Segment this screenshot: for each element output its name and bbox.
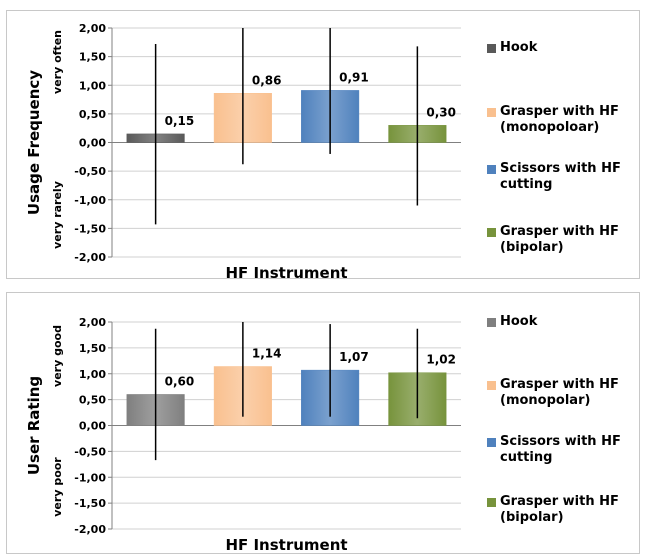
y-tick-label: -1,00	[74, 471, 106, 484]
y-tick-label: -0,50	[74, 165, 106, 178]
data-label: 0,60	[165, 374, 195, 388]
y-top-note: very good	[51, 325, 64, 387]
legend-label: Scissors with HF cutting	[500, 434, 621, 465]
y-tick-label: 1,00	[79, 368, 106, 381]
y-tick-label: -1,00	[74, 194, 106, 207]
data-label: 0,91	[339, 70, 369, 84]
y-tick-label: -1,50	[74, 222, 106, 235]
y-tick-label: 1,50	[79, 51, 106, 64]
legend-swatch	[487, 381, 496, 390]
y-bottom-note: very poor	[51, 457, 64, 517]
legend-label: Hook	[500, 314, 538, 329]
data-label: 1,14	[252, 347, 282, 361]
legend-swatch	[487, 165, 496, 174]
legend-label: Grasper with HF (bipolar)	[500, 494, 619, 525]
legend-swatch	[487, 318, 496, 327]
y-tick-label: 0,00	[79, 420, 106, 433]
legend-swatch	[487, 108, 496, 117]
data-label: 1,02	[426, 353, 456, 367]
user-rating-chart: 2,00 1,50 1,00 0,50 0,00 -0,50 -1,00 -1,50 -2,00…	[25, 316, 461, 554]
y-bottom-note: very rarely	[51, 181, 64, 249]
y-tick-label: 0,00	[79, 137, 106, 150]
legend-label: Grasper with HF (monopolar)	[500, 377, 619, 408]
legend-swatch	[487, 228, 496, 237]
data-label: 0,86	[252, 73, 282, 87]
y-top-note: very often	[51, 30, 64, 94]
y-tick-label: 2,00	[79, 22, 106, 35]
y-tick-label: 1,50	[79, 342, 106, 355]
legend-label: Grasper with HF (bipolar)	[500, 224, 619, 255]
y-tick-label: -2,00	[74, 251, 106, 264]
legend-label: Scissors with HF cutting	[500, 161, 621, 192]
legend-label: Grasper with HF (monopoloar)	[500, 104, 619, 135]
data-label: 1,07	[339, 350, 369, 364]
y-tick-label: 1,00	[79, 79, 106, 92]
x-axis-title: HF Instrument	[225, 536, 347, 554]
y-tick-label: -1,50	[74, 497, 106, 510]
y-axis-title: User Rating	[25, 376, 43, 475]
legend-swatch	[487, 498, 496, 507]
usage-frequency-chart: 2,00 1,50 1,00 0,50 0,00 -0,50 -1,00 -1,50 -2,00…	[25, 22, 461, 282]
y-tick-label: 2,00	[79, 316, 106, 329]
y-tick-label: -2,00	[74, 523, 106, 536]
y-tick-label: -0,50	[74, 445, 106, 458]
legend-swatch	[487, 44, 496, 53]
data-label: 0,30	[426, 105, 456, 119]
user-rating-chart-panel: 2,00 1,50 1,00 0,50 0,00 -0,50 -1,00 -1,50 -2,00…	[6, 292, 640, 554]
x-axis-title: HF Instrument	[225, 264, 347, 282]
usage-frequency-chart-panel: 2,00 1,50 1,00 0,50 0,00 -0,50 -1,00 -1,50 -2,00…	[6, 10, 640, 282]
y-axis-title: Usage Frequency	[25, 70, 43, 215]
legend-label: Hook	[500, 40, 538, 55]
y-tick-label: 0,50	[79, 108, 106, 121]
data-label: 0,15	[165, 114, 195, 128]
y-tick-label: 0,50	[79, 394, 106, 407]
legend-swatch	[487, 438, 496, 447]
